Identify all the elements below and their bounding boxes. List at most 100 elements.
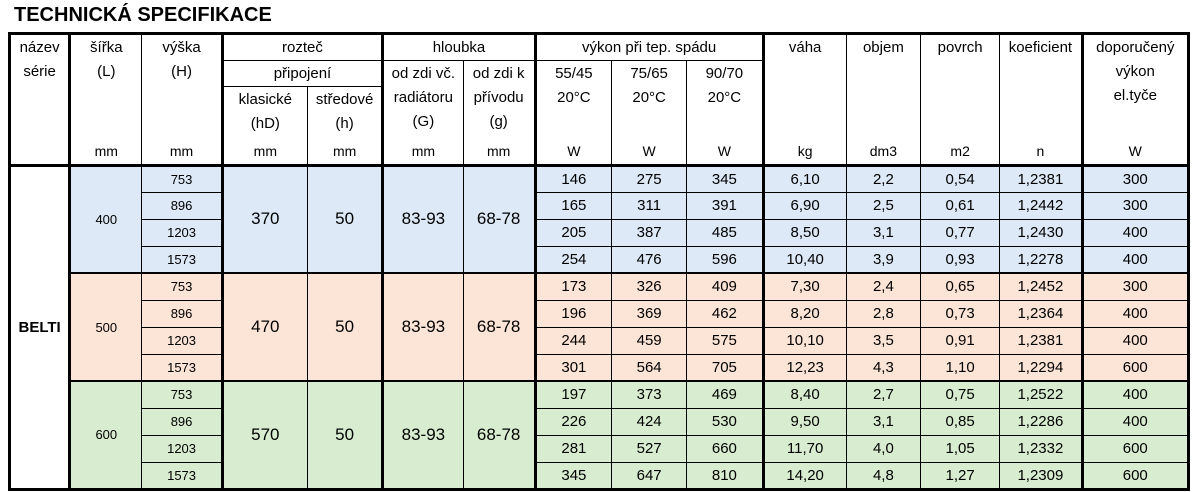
width-cell: 400	[68, 164, 143, 274]
power-5545-cell: 345	[533, 461, 613, 490]
weight-cell: 11,70	[761, 434, 847, 463]
spec-row: 1203 244 459 575 10,10 3,5 0,91 1,2381 4…	[10, 326, 1190, 355]
volume-cell: 2,4	[845, 272, 922, 301]
weight-cell: 8,40	[761, 380, 847, 409]
col-header-od-zdi-vc-radiatoru: od zdi vč. radiátoru (G)	[381, 60, 464, 138]
surface-cell: 0,54	[919, 164, 1001, 193]
volume-cell: 2,2	[845, 164, 922, 193]
volume-cell: 4,0	[845, 434, 922, 463]
weight-cell: 10,10	[761, 326, 847, 355]
surface-cell: 0,91	[919, 326, 1001, 355]
power-7565-cell: 564	[610, 353, 688, 382]
spec-row: 1203 205 387 485 8,50 3,1 0,77 1,2430 40…	[10, 218, 1190, 247]
surface-cell: 1,05	[919, 434, 1001, 463]
header-row-sub: připojení od zdi vč. radiátoru (G) od zd…	[10, 60, 1189, 138]
weight-cell: 9,50	[761, 407, 847, 436]
el-power-cell: 300	[1080, 272, 1190, 301]
weight-cell: 14,20	[761, 461, 847, 490]
height-cell: 896	[141, 299, 223, 328]
spec-row: 500 753 470 50 83-93 68-78 173 326 409 7…	[10, 272, 1190, 382]
spec-row: 896 226 424 530 9,50 3,1 0,85 1,2286 400	[10, 407, 1190, 436]
hloubka-G-cell: 83-93	[381, 164, 464, 274]
unit-vaha: kg	[761, 137, 847, 167]
spec-row: 896 165 311 391 6,90 2,5 0,61 1,2442 300	[10, 191, 1190, 220]
volume-cell: 2,8	[845, 299, 922, 328]
weight-cell: 8,50	[761, 218, 847, 247]
power-7565-cell: 387	[610, 218, 688, 247]
col-header-vyska: výška (H)	[141, 33, 223, 138]
el-power-cell: 600	[1080, 353, 1190, 382]
unit-hloubka-g: mm	[462, 137, 536, 167]
coefficient-cell: 1,2294	[999, 353, 1083, 382]
spec-row: 1573 254 476 596 10,40 3,9 0,93 1,2278 4…	[10, 245, 1190, 274]
height-cell: 896	[141, 407, 223, 436]
unit-objem: dm3	[845, 137, 922, 167]
page-title: TECHNICKÁ SPECIFIKACE	[14, 4, 272, 26]
col-header-sirka: šířka (L)	[68, 33, 143, 138]
power-7565-cell: 459	[610, 326, 688, 355]
volume-cell: 3,5	[845, 326, 922, 355]
col-header-spad-55-45: 55/45 20°C	[533, 60, 613, 138]
power-7565-cell: 476	[610, 245, 688, 274]
power-9070-cell: 575	[686, 326, 764, 355]
power-9070-cell: 485	[686, 218, 764, 247]
volume-cell: 4,3	[845, 353, 922, 382]
volume-cell: 2,5	[845, 191, 922, 220]
spec-row: BELTI 400 753 370 50 83-93 68-78 146 275…	[8, 164, 1190, 490]
surface-cell: 0,93	[919, 245, 1001, 274]
volume-cell: 2,7	[845, 380, 922, 409]
height-cell: 1573	[141, 353, 223, 382]
unit-povrch: m2	[919, 137, 1001, 167]
col-header-vaha: váha	[761, 33, 847, 138]
el-power-cell: 400	[1080, 407, 1190, 436]
el-power-cell: 600	[1080, 434, 1190, 463]
coefficient-cell: 1,2522	[999, 380, 1083, 409]
power-5545-cell: 281	[533, 434, 613, 463]
roztec-stredove-cell: 50	[306, 380, 384, 490]
unit-el-vykon: W	[1080, 137, 1190, 167]
el-power-cell: 400	[1080, 218, 1190, 247]
surface-cell: 0,65	[919, 272, 1001, 301]
col-header-objem: objem	[845, 33, 922, 138]
unit-sirka: mm	[68, 137, 143, 167]
el-power-cell: 300	[1080, 164, 1190, 193]
power-9070-cell: 462	[686, 299, 764, 328]
sub-header-pripojeni: připojení	[220, 60, 384, 87]
col-header-klasicke: klasické (hD)	[220, 86, 308, 138]
header-row-units: mm mm mm mm mm mm W W W kg dm3 m2 n W	[8, 137, 1190, 167]
height-cell: 1203	[141, 434, 223, 463]
el-power-cell: 300	[1080, 191, 1190, 220]
group-header-roztec: rozteč	[220, 33, 384, 61]
coefficient-cell: 1,2381	[999, 326, 1083, 355]
height-cell: 1203	[141, 218, 223, 247]
volume-cell: 4,8	[845, 461, 922, 490]
power-5545-cell: 196	[533, 299, 613, 328]
height-cell: 896	[141, 191, 223, 220]
surface-cell: 1,27	[919, 461, 1001, 490]
height-cell: 753	[141, 164, 223, 193]
col-header-stredove: středové (h)	[306, 86, 384, 138]
height-cell: 1573	[141, 245, 223, 274]
power-5545-cell: 173	[533, 272, 613, 301]
unit-stredove: mm	[306, 137, 384, 167]
surface-cell: 0,61	[919, 191, 1001, 220]
power-9070-cell: 596	[686, 245, 764, 274]
group-header-hloubka: hloubka	[381, 33, 536, 61]
coefficient-cell: 1,2430	[999, 218, 1083, 247]
power-7565-cell: 275	[610, 164, 688, 193]
spec-row: 1573 301 564 705 12,23 4,3 1,10 1,2294 6…	[10, 353, 1190, 382]
height-cell: 753	[141, 272, 223, 301]
col-header-od-zdi-k-privodu: od zdi k přívodu (g)	[462, 60, 536, 138]
coefficient-cell: 1,2364	[999, 299, 1083, 328]
width-cell: 500	[68, 272, 143, 382]
hloubka-g-cell: 68-78	[462, 272, 536, 382]
spec-row: 600 753 570 50 83-93 68-78 197 373 469 8…	[10, 380, 1190, 490]
height-cell: 753	[141, 380, 223, 409]
power-5545-cell: 254	[533, 245, 613, 274]
weight-cell: 10,40	[761, 245, 847, 274]
roztec-klasicke-cell: 470	[220, 272, 308, 382]
coefficient-cell: 1,2381	[999, 164, 1083, 193]
unit-vyska: mm	[141, 137, 223, 167]
hloubka-g-cell: 68-78	[462, 380, 536, 490]
